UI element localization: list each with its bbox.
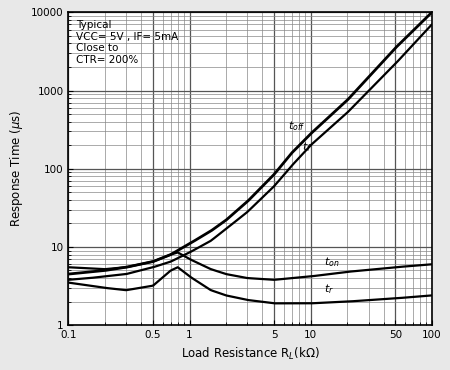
Text: $t_{on}$: $t_{on}$	[324, 255, 340, 269]
X-axis label: Load Resistance R$_L$(k$\Omega$): Load Resistance R$_L$(k$\Omega$)	[180, 346, 320, 361]
Text: Typical
VCC= 5V , IF= 5mA
Close to
CTR= 200%: Typical VCC= 5V , IF= 5mA Close to CTR= …	[76, 20, 178, 65]
Text: $t_{off}$: $t_{off}$	[288, 119, 306, 133]
Text: $t_{f}$: $t_{f}$	[302, 140, 312, 154]
Text: $t_{r}$: $t_{r}$	[324, 283, 334, 296]
Y-axis label: Response Time ($\mu$s): Response Time ($\mu$s)	[9, 110, 25, 228]
